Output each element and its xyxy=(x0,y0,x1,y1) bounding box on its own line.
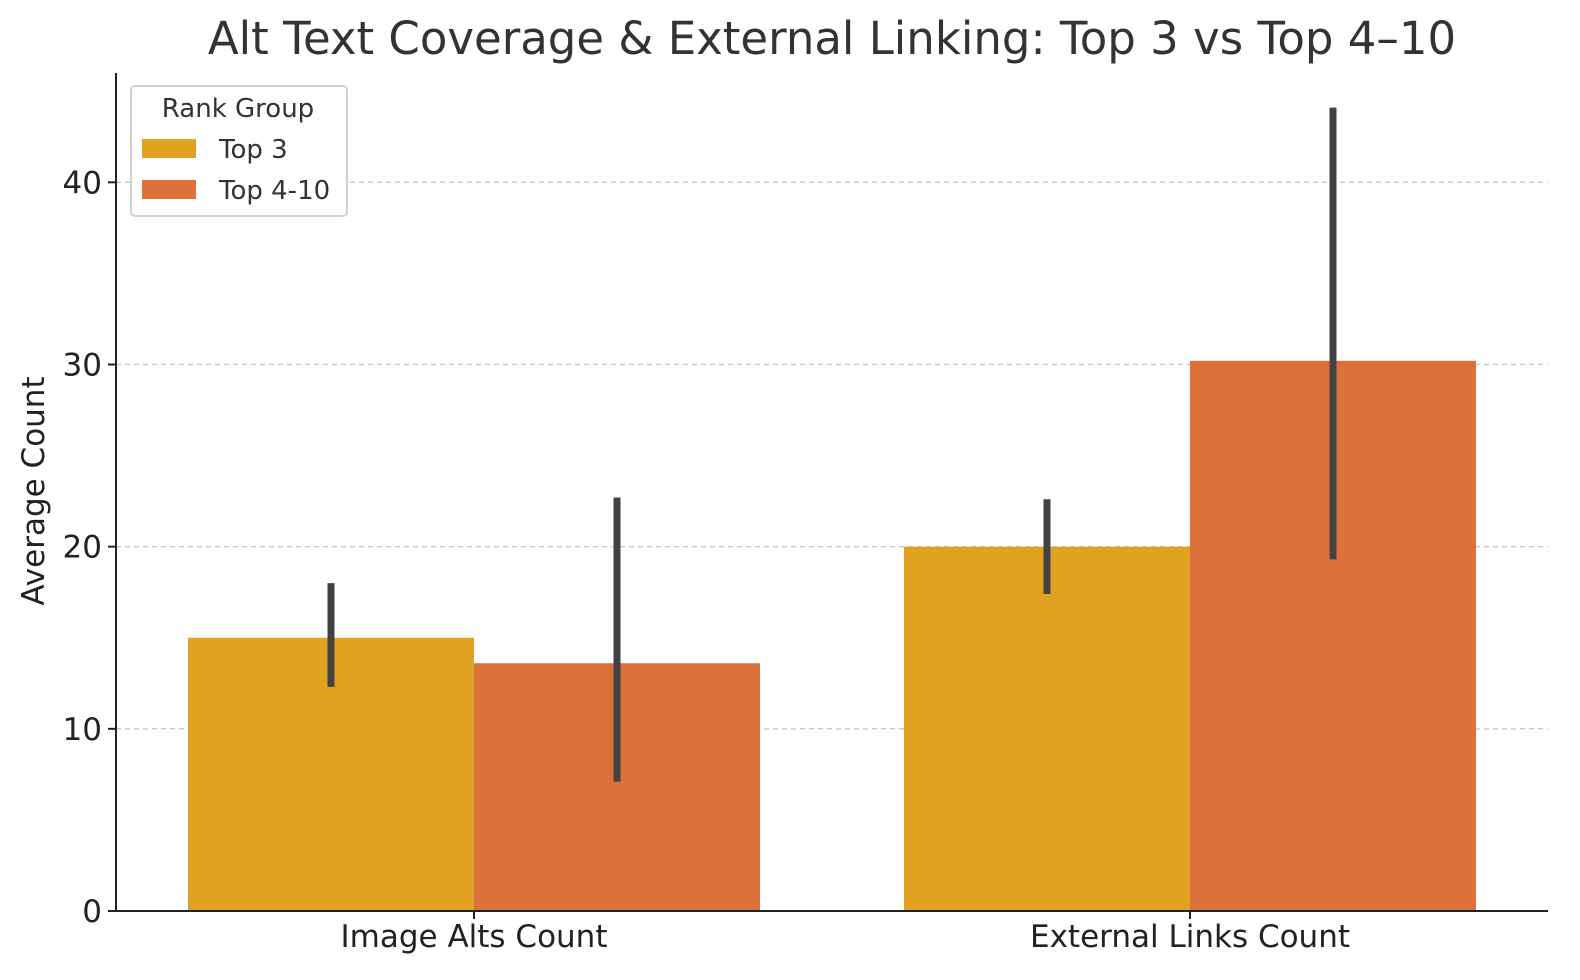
legend-title: Rank Group xyxy=(162,94,314,124)
y-axis-title: Average Count xyxy=(16,376,52,605)
legend: Rank Group Top 3 Top 4-10 xyxy=(130,85,348,217)
y-tick-label-30: 30 xyxy=(63,347,102,383)
bar-top-3-1 xyxy=(904,546,1190,911)
chart-title: Alt Text Coverage & External Linking: To… xyxy=(208,12,1456,65)
legend-swatch-top-3 xyxy=(142,139,196,158)
x-ticks: Image Alts Count External Links Count xyxy=(341,911,1350,955)
x-tick-label-1: External Links Count xyxy=(1030,919,1350,955)
error-bars xyxy=(327,107,1337,782)
y-ticks: 0 10 20 30 40 xyxy=(63,165,116,930)
y-tick-label-20: 20 xyxy=(63,530,102,566)
legend-swatch-top-4-10 xyxy=(142,180,196,199)
x-tick-label-0: Image Alts Count xyxy=(341,919,608,955)
legend-label-top-3: Top 3 xyxy=(218,135,288,165)
y-tick-label-10: 10 xyxy=(63,712,102,748)
y-tick-label-40: 40 xyxy=(63,165,102,201)
axes xyxy=(115,73,1548,912)
y-tick-label-0: 0 xyxy=(82,894,102,930)
legend-label-top-4-10: Top 4-10 xyxy=(218,176,330,206)
bars xyxy=(188,360,1476,911)
